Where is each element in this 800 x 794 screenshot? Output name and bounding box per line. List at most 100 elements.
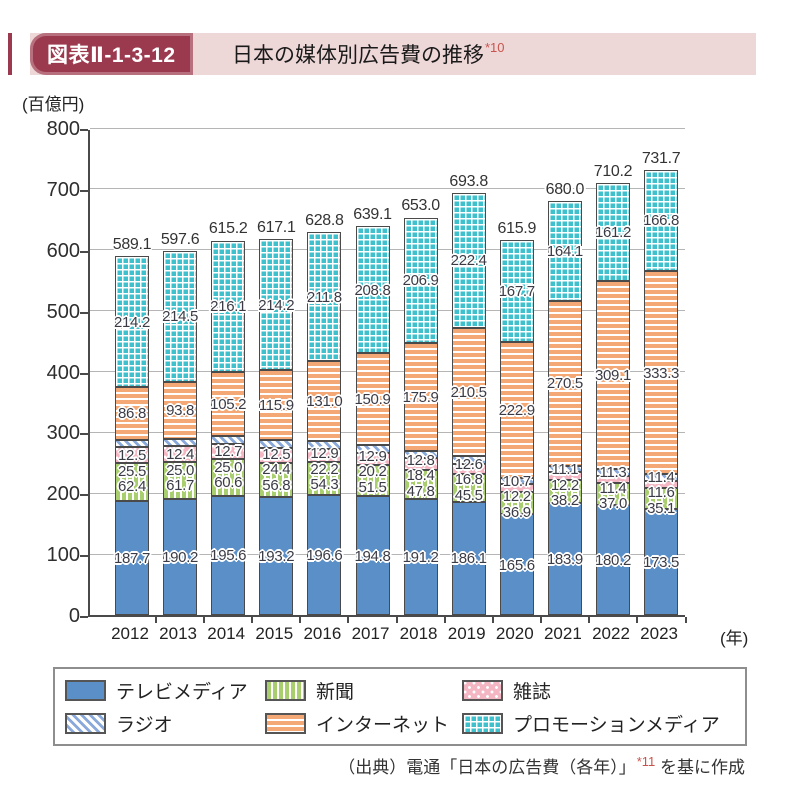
- bar-2014: [211, 240, 246, 615]
- newspaper-label-2023: 35.1: [647, 499, 676, 517]
- internet-label-2014: 105.2: [210, 396, 247, 414]
- internet-label-2020: 222.9: [498, 401, 535, 419]
- internet-label-2016: 131.0: [306, 393, 343, 411]
- bar-2018: [403, 217, 438, 615]
- x-label-2020: 2020: [495, 624, 534, 643]
- segment-newspaper-2012: [115, 462, 149, 501]
- x-label-2012: 2012: [111, 624, 149, 643]
- bar-2021: [547, 201, 582, 615]
- total-label-2020: 615.9: [497, 220, 537, 238]
- segment-radio-2013: [163, 438, 198, 447]
- promotion-label-2020: 167.7: [498, 283, 535, 301]
- newspaper-label-2019: 45.5: [454, 486, 483, 504]
- segment-radio-2015: [259, 440, 294, 448]
- segment-newspaper-2013: [163, 461, 198, 500]
- radio-label-2023: 11.4: [647, 468, 675, 486]
- tv-label-2015: 193.2: [258, 548, 295, 566]
- figure-number: 図表Ⅱ-1-3-12: [47, 44, 176, 67]
- mid-labels-2020: 10.7 12.2 36.9: [485, 474, 549, 521]
- x-label-2022: 2022: [592, 624, 630, 643]
- x-tick-2020: [539, 617, 542, 623]
- segment-radio-2023: [644, 474, 679, 481]
- segment-newspaper-2018: [403, 469, 438, 499]
- segment-tv-2020: [499, 514, 534, 615]
- segment-tv-2021: [547, 503, 582, 615]
- magazine-label-2022: 11.4: [599, 479, 627, 497]
- segment-internet-2015: [259, 369, 294, 441]
- internet-label-2023: 333.3: [643, 364, 680, 382]
- x-label-2016: 2016: [303, 624, 342, 643]
- magazine-label-2014: 25.0: [214, 458, 243, 476]
- segment-newspaper-2017: [355, 465, 390, 497]
- internet-label-2018: 175.9: [402, 388, 439, 406]
- segment-internet-2013: [163, 381, 198, 439]
- segment-tv-2013: [163, 499, 198, 615]
- segment-promotion-2020: [499, 240, 534, 343]
- newspaper-label-2013: 61.7: [166, 477, 195, 495]
- x-label-2021: 2021: [543, 624, 582, 643]
- segment-tv-2023: [644, 509, 679, 615]
- promotion-label-2016: 211.8: [306, 288, 342, 306]
- segment-radio-2017: [355, 444, 390, 453]
- bar-2015: [259, 239, 294, 615]
- internet-swatch-icon: [265, 712, 306, 734]
- segment-radio-2014: [211, 436, 246, 444]
- legend-label: ラジオ: [116, 714, 173, 736]
- magazine-label-2016: 22.2: [310, 460, 339, 478]
- total-label-2019: 693.8: [449, 172, 488, 190]
- mid-labels-2018: 12.8 18.4 47.8: [389, 453, 453, 500]
- internet-label-2012: 86.8: [118, 405, 146, 423]
- legend-item-newspaper: 新聞: [265, 677, 462, 704]
- bar-2017: [355, 226, 390, 615]
- total-label-2018: 653.0: [401, 197, 440, 215]
- bar-2022: [596, 182, 630, 615]
- total-label-2015: 617.1: [257, 219, 296, 237]
- magazine-label-2020: 12.2: [502, 488, 531, 506]
- legend-item-promotion: プロモーションメディア: [462, 710, 745, 737]
- segment-internet-2017: [355, 353, 390, 445]
- segment-promotion-2014: [211, 240, 246, 373]
- promotion-label-2023: 166.8: [643, 212, 680, 230]
- x-tick-2016: [347, 617, 350, 623]
- segment-promotion-2021: [547, 201, 582, 301]
- y-tick-500: [80, 311, 88, 314]
- segment-internet-2014: [211, 372, 246, 437]
- total-label-2014: 615.2: [208, 220, 248, 238]
- segment-magazine-2016: [307, 448, 342, 463]
- legend-label: プロモーションメディア: [513, 714, 720, 736]
- total-label-2017: 639.1: [353, 205, 392, 223]
- plot-area: 589.1 187.7 12.5 25.5 62.4 86.8 214.2 597.6 190.…: [88, 127, 687, 623]
- segment-newspaper-2015: [259, 462, 294, 498]
- x-label-2013: 2013: [159, 624, 197, 643]
- newspaper-label-2020: 36.9: [502, 503, 531, 521]
- total-label-2023: 731.7: [641, 149, 681, 167]
- radio-label-2014: 12.7: [214, 443, 243, 460]
- promotion-label-2019: 222.4: [450, 252, 487, 270]
- source-footnote-ref: *11: [636, 754, 656, 769]
- segment-newspaper-2020: [499, 491, 534, 515]
- internet-label-2022: 309.1: [594, 366, 632, 384]
- tv-label-2023: 173.5: [643, 554, 680, 572]
- total-label-2021: 680.0: [545, 181, 585, 199]
- segment-promotion-2015: [259, 239, 294, 370]
- promotion-label-2017: 208.8: [354, 281, 391, 299]
- promotion-label-2022: 161.2: [594, 223, 632, 241]
- newspaper-label-2015: 56.8: [262, 476, 291, 494]
- radio-label-2021: 11.1: [551, 461, 579, 479]
- segment-internet-2021: [547, 300, 582, 466]
- x-tick-2021: [587, 617, 590, 623]
- y-tick-label-600: 600: [46, 239, 80, 262]
- bar-2019: [451, 192, 486, 615]
- internet-label-2017: 150.9: [354, 390, 391, 408]
- legend-grid: テレビメディア 新聞 雑誌 ラジオ インターネット プロモーションメディア: [55, 669, 745, 744]
- y-tick-label-700: 700: [46, 178, 80, 201]
- y-axis-unit-label: (百億円): [22, 95, 85, 114]
- segment-radio-2021: [547, 465, 582, 473]
- mid-labels-2014: 12.7 25.0 60.6: [196, 444, 260, 491]
- y-tick-700: [80, 189, 88, 192]
- legend-item-internet: インターネット: [265, 710, 462, 737]
- newspaper-label-2016: 54.3: [310, 476, 339, 494]
- segment-promotion-2017: [355, 226, 390, 354]
- x-tick-end: [685, 617, 687, 623]
- tv-label-2019: 186.1: [450, 550, 487, 568]
